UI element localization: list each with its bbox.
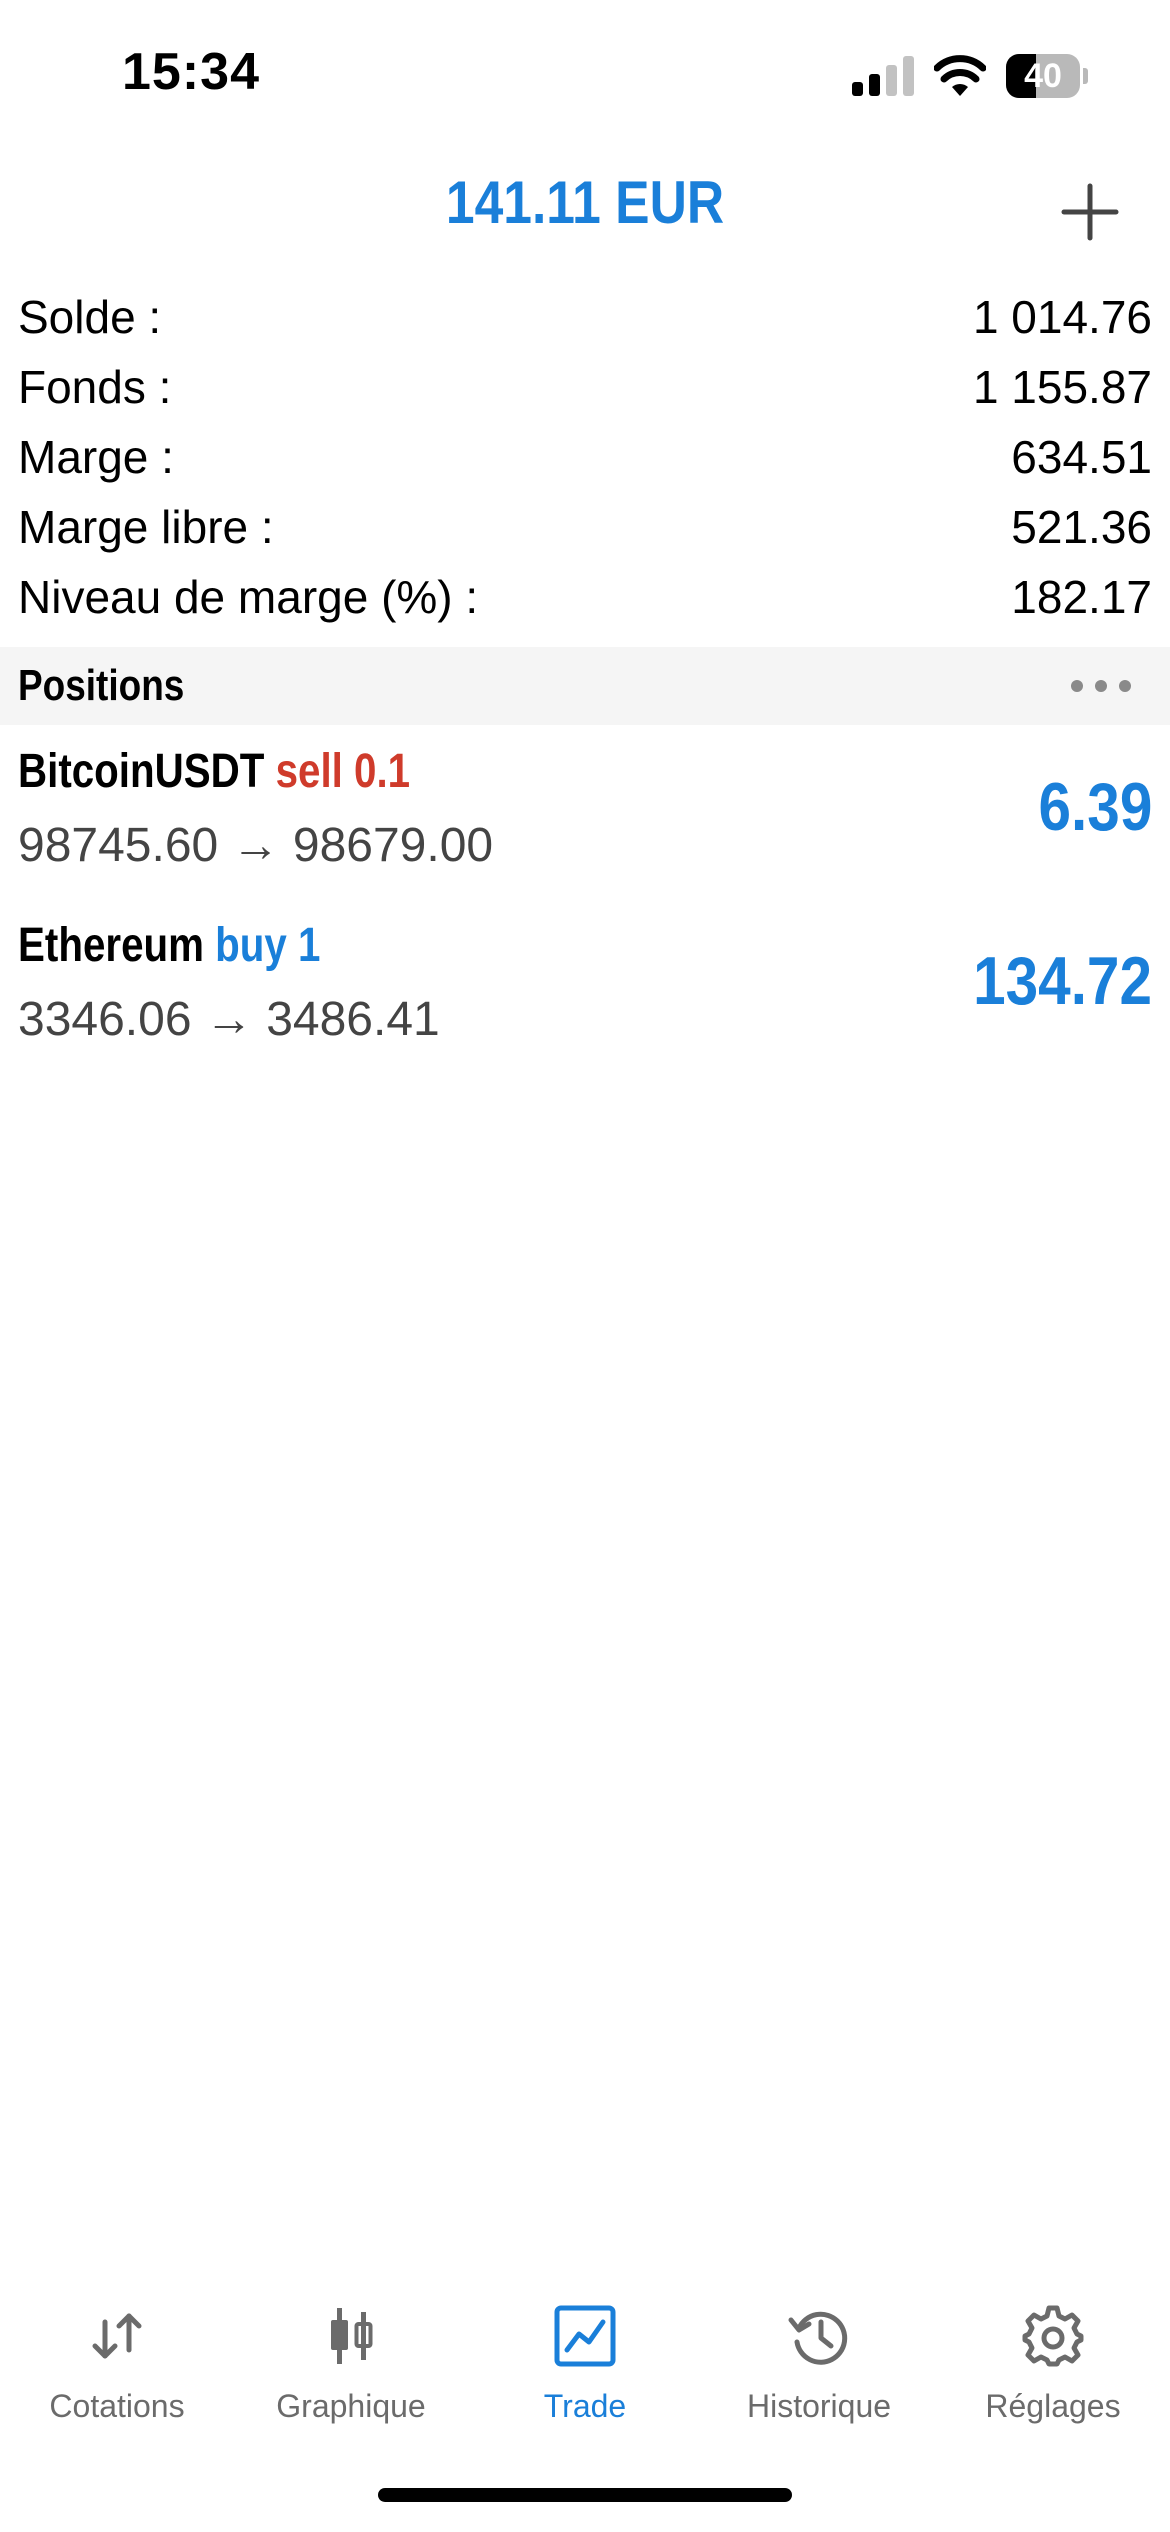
arrow-right-icon: → [231,819,280,872]
summary-row-free-margin: Marge libre : 521.36 [0,496,1170,566]
position-symbol: BitcoinUSDT [18,745,265,798]
open-price: 3346.06 [18,993,192,1046]
home-indicator[interactable] [378,2488,792,2502]
tab-cotations[interactable]: Cotations [0,2290,234,2440]
summary-value: 1 155.87 [972,361,1152,413]
current-price: 98679.00 [292,819,494,872]
position-profit: 6.39 [1038,769,1152,845]
cellular-signal-icon [852,56,914,96]
history-clock-icon [788,2311,848,2365]
battery-icon: 40 [1006,54,1088,98]
tab-historique[interactable]: Historique [702,2290,936,2440]
position-symbol: Ethereum [18,919,204,972]
trend-chart-icon [554,2305,616,2367]
status-time: 15:34 [122,43,260,101]
battery-body: 40 [1006,54,1080,98]
account-summary: Solde : 1 014.76 Fonds : 1 155.87 Marge … [0,286,1170,636]
tab-label: Cotations [49,2388,185,2424]
tab-trade[interactable]: Trade [468,2290,702,2440]
tab-label: Historique [746,2388,892,2424]
summary-label: Marge libre : [18,501,274,553]
positions-section-header: Positions [0,647,1170,725]
gear-icon [1022,2305,1084,2367]
tab-label: Graphique [276,2388,426,2424]
summary-label: Solde : [18,291,162,343]
candlestick-icon [331,2308,373,2364]
total-profit: 141.11 EUR [445,169,725,236]
summary-label: Marge : [18,431,174,483]
position-prices: 3346.06 → 3486.41 [18,992,440,1047]
summary-row-margin-level: Niveau de marge (%) : 182.17 [0,566,1170,636]
ellipsis-icon[interactable] [1068,675,1134,697]
position-row-ethereum[interactable]: Ethereum buy 1 3346.06 → 3486.41 134.72 [0,912,1170,1082]
position-prices: 98745.60 → 98679.00 [18,818,493,873]
summary-row-margin: Marge : 634.51 [0,426,1170,496]
wifi-icon [934,55,986,96]
summary-value: 182.17 [1011,571,1152,623]
plus-icon[interactable] [1058,180,1122,244]
summary-label: Fonds : [18,361,172,413]
summary-value: 1 014.76 [972,291,1152,343]
position-profit: 134.72 [973,943,1152,1019]
battery-fill [1006,54,1036,98]
current-price: 3486.41 [266,993,440,1046]
summary-value: 634.51 [1011,431,1152,483]
tab-label: Trade [543,2388,627,2424]
open-price: 98745.60 [18,819,219,872]
battery-tip [1083,68,1088,84]
status-bar: 15:34 40 [0,0,1170,150]
summary-row-balance: Solde : 1 014.76 [0,286,1170,356]
position-row-bitcoinusdt[interactable]: BitcoinUSDT sell 0.1 98745.60 → 98679.00… [0,738,1170,908]
summary-row-equity: Fonds : 1 155.87 [0,356,1170,426]
summary-value: 521.36 [1011,501,1152,553]
account-header: 141.11 EUR [0,150,1170,265]
position-title: Ethereum buy 1 [18,918,320,973]
positions-title: Positions [18,661,185,710]
position-side: buy 1 [215,919,321,972]
tab-label: Réglages [985,2388,1121,2424]
arrows-updown-icon [92,2313,142,2359]
arrow-right-icon: → [204,993,253,1046]
position-side: sell 0.1 [275,745,411,798]
position-title: BitcoinUSDT sell 0.1 [18,744,410,799]
tab-reglages[interactable]: Réglages [936,2290,1170,2440]
bottom-tab-bar: Cotations Graphique Trade Historiq [0,2290,1170,2440]
tab-graphique[interactable]: Graphique [234,2290,468,2440]
summary-label: Niveau de marge (%) : [18,571,479,623]
battery-level: 40 [1024,57,1062,95]
